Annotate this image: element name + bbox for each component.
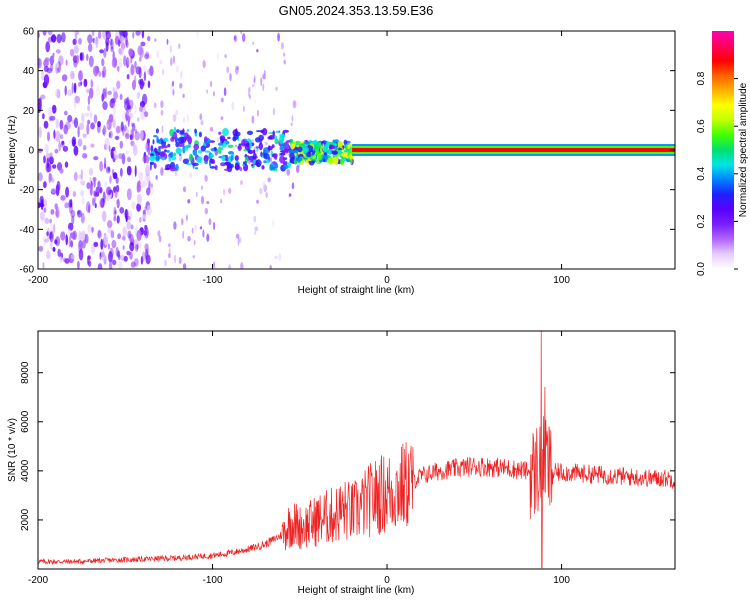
spectrogram-ytick-label: 20 <box>23 106 35 117</box>
spectrogram-ytick-label: -40 <box>20 225 35 236</box>
spectrogram-ylabel: Frequency (Hz) <box>7 116 18 185</box>
snr-xlabel: Height of straight line (km) <box>298 585 415 596</box>
snr-xtick-label: 100 <box>553 575 570 586</box>
colorbar: 0.0 0.2 0.4 0.6 0.8 Normalized spectral ampl… <box>696 31 749 276</box>
colorbar-tick-label: 0.6 <box>696 119 707 133</box>
colorbar-tick-label: 0.0 <box>696 262 707 276</box>
snr-series-line <box>38 331 675 569</box>
colorbar-label: Normalized spectral amplitude <box>738 82 749 217</box>
snr-ytick-label: 2000 <box>20 508 31 531</box>
spectrogram-xtick-label: 0 <box>384 275 390 286</box>
snr-ytick-label: 4000 <box>20 459 31 482</box>
spectrogram-ytick-label: 60 <box>23 27 35 38</box>
snr-frame <box>37 330 676 570</box>
spectrogram-ytick-label: 0 <box>28 146 34 157</box>
snr-plot-area <box>38 331 675 569</box>
chart-title: GN05.2024.353.13.59.E36 <box>279 3 434 18</box>
spectrogram-xtick-label: -100 <box>203 275 223 286</box>
snr-axes: -200 -100 0 100 2000 4000 6000 8000 <box>20 331 675 586</box>
snr-ytick-label: 8000 <box>20 361 31 384</box>
colorbar-ticks: 0.0 0.2 0.4 0.6 0.8 <box>696 71 738 276</box>
snr-xtick-label: -100 <box>203 575 223 586</box>
colorbar-tick-label: 0.2 <box>696 214 707 228</box>
spectrogram-xtick-label: 100 <box>553 275 570 286</box>
spectrogram-xtick-label: -200 <box>28 275 48 286</box>
spectrogram-xlabel: Height of straight line (km) <box>298 285 415 296</box>
snr-ylabel: SNR (10 * v/v) <box>7 418 18 482</box>
heatmap-feature-3 <box>352 144 675 156</box>
colorbar-tick-label: 0.4 <box>696 166 707 180</box>
heatmap-feature-2 <box>288 138 355 166</box>
snr-panel: -200 -100 0 100 2000 4000 6000 8000 Height of s… <box>7 330 676 596</box>
snr-xtick-label: 0 <box>384 575 390 586</box>
spectrogram-ytick-label: -60 <box>20 265 35 276</box>
colorbar-tick-label: 0.8 <box>696 71 707 85</box>
spectrogram-heatmap <box>38 31 675 269</box>
spectrogram-ytick-label: -20 <box>20 185 35 196</box>
snr-xtick-label: -200 <box>28 575 48 586</box>
snr-ytick-label: 6000 <box>20 410 31 433</box>
heatmap-feature-0 <box>38 31 301 269</box>
spectrogram-ytick-label: 40 <box>23 66 35 77</box>
colorbar-gradient <box>712 31 734 269</box>
